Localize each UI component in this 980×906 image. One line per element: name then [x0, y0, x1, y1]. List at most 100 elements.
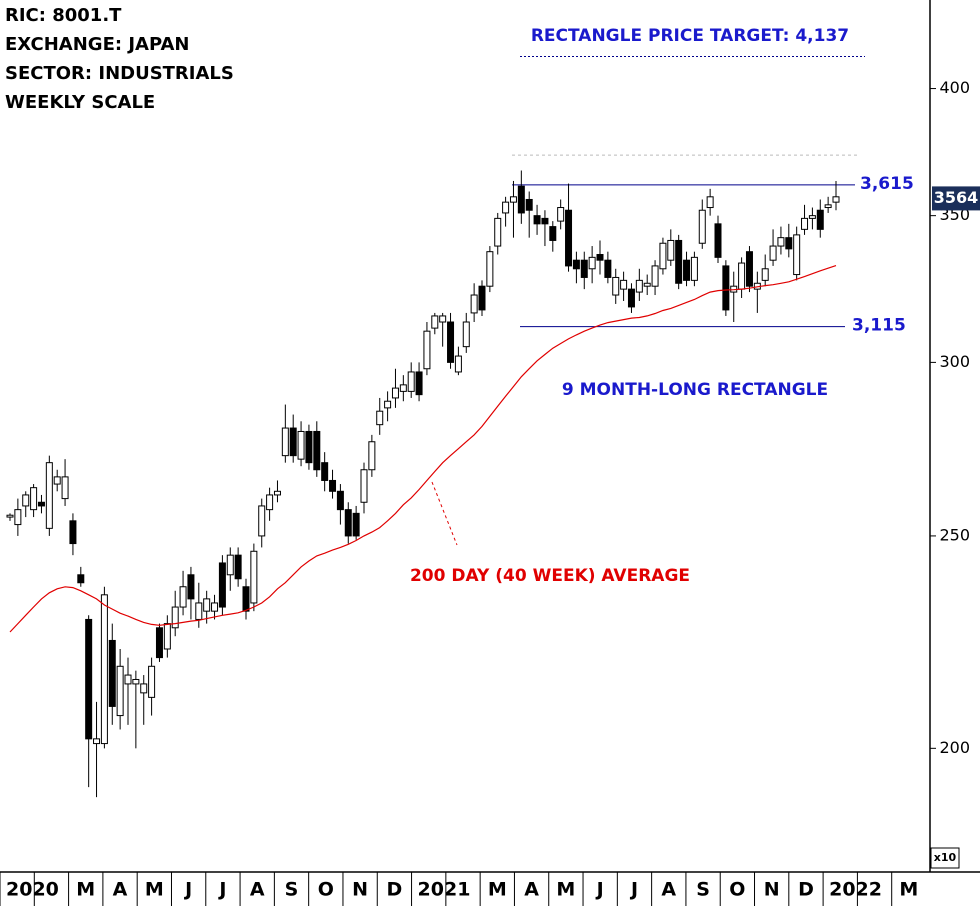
x-tick-label: S	[696, 879, 710, 901]
y-tick-label: 300	[939, 352, 970, 371]
x-tick-label: J	[183, 879, 192, 901]
candle-body	[667, 239, 675, 261]
candle-body	[415, 371, 423, 396]
x-tick-label: J	[595, 879, 604, 901]
candle-body	[45, 462, 53, 529]
candle-body	[305, 430, 313, 464]
candle-body	[745, 251, 753, 287]
x-tick-label: O	[318, 879, 334, 901]
level-label: 3,115	[852, 316, 906, 336]
candle-body	[439, 315, 447, 323]
candle-body	[832, 196, 840, 203]
x-tick-label: A	[524, 879, 539, 901]
candle-body	[53, 476, 61, 485]
candle-body	[281, 427, 289, 457]
candle-body	[651, 265, 659, 287]
candle-body	[399, 384, 407, 392]
candle-body	[6, 514, 14, 518]
candle-body	[273, 490, 281, 496]
candle-body	[187, 574, 195, 600]
candle-body	[195, 602, 203, 620]
candle-body	[722, 265, 730, 311]
multiplier: x10	[934, 851, 957, 864]
candle-body	[431, 315, 439, 329]
candle-body	[604, 259, 612, 278]
candle-body	[203, 598, 211, 612]
candle-body	[769, 245, 777, 261]
ma-pointer	[431, 481, 458, 546]
candle-body	[163, 623, 171, 650]
candle-body	[565, 209, 573, 267]
candle-body	[234, 554, 242, 580]
candle-body	[470, 294, 478, 314]
candle-body	[289, 427, 297, 457]
x-tick-label: 2020	[6, 879, 59, 901]
candle-body	[706, 196, 714, 209]
candle-body	[801, 217, 809, 230]
candle-body	[226, 554, 234, 576]
candle-body	[675, 239, 683, 284]
last-price-label: 3564	[934, 188, 979, 207]
candle-body	[124, 674, 132, 685]
level-label: 3,615	[860, 174, 914, 194]
candle-body	[360, 469, 368, 503]
candle-body	[683, 259, 691, 281]
moving-average	[9, 265, 837, 633]
candle-body	[140, 683, 148, 694]
candle-body	[14, 509, 22, 526]
candle-body	[336, 490, 344, 511]
candle-body	[423, 330, 431, 370]
candle-body	[407, 371, 415, 392]
candle-body	[30, 487, 38, 511]
candle-body	[171, 606, 179, 629]
candle-body	[384, 400, 392, 409]
candle-body	[494, 217, 502, 247]
candle-body	[37, 501, 45, 507]
candle-body	[376, 410, 384, 426]
x-tick-label: A	[250, 879, 265, 901]
target-label: RECTANGLE PRICE TARGET: 4,137	[531, 26, 849, 46]
candle-body	[148, 665, 156, 698]
candle-body	[313, 430, 321, 471]
x-tick-label: A	[661, 879, 676, 901]
candle-body	[588, 256, 596, 270]
header-line: SECTOR: INDUSTRIALS	[5, 63, 234, 84]
candle-body	[643, 282, 651, 287]
candle-body	[549, 226, 557, 241]
candle-body	[155, 627, 163, 659]
candle-body	[352, 512, 360, 537]
header-line: RIC: 8001.T	[5, 5, 122, 26]
candle-body	[824, 204, 832, 209]
candle-body	[85, 618, 93, 740]
candle-body	[462, 321, 470, 348]
candle-body	[329, 479, 337, 492]
candle-body	[211, 602, 219, 612]
candle-body	[108, 639, 116, 707]
candle-body	[533, 215, 541, 225]
candle-body	[69, 520, 77, 545]
candle-body	[179, 586, 187, 608]
candle-body	[61, 476, 69, 500]
candle-body	[777, 237, 785, 247]
candle-body	[596, 254, 604, 261]
candle-body	[218, 562, 226, 608]
candle-body	[808, 215, 816, 219]
x-tick-label: D	[798, 879, 814, 901]
candle-body	[690, 256, 698, 281]
x-tick-label: 2021	[418, 879, 471, 901]
x-tick-label: J	[629, 879, 638, 901]
candle-body	[447, 321, 455, 363]
candle-body	[258, 505, 266, 537]
candle-body	[541, 217, 549, 225]
candle-body	[242, 586, 250, 612]
candle-body	[368, 441, 376, 471]
candle-body	[627, 288, 635, 308]
multiplier-box	[930, 847, 960, 869]
candle-body	[620, 279, 628, 290]
candle-body	[100, 594, 108, 745]
header-line: WEEKLY SCALE	[5, 92, 155, 113]
candle-body	[785, 237, 793, 250]
candle-body	[714, 223, 722, 258]
candle-body	[525, 198, 533, 211]
